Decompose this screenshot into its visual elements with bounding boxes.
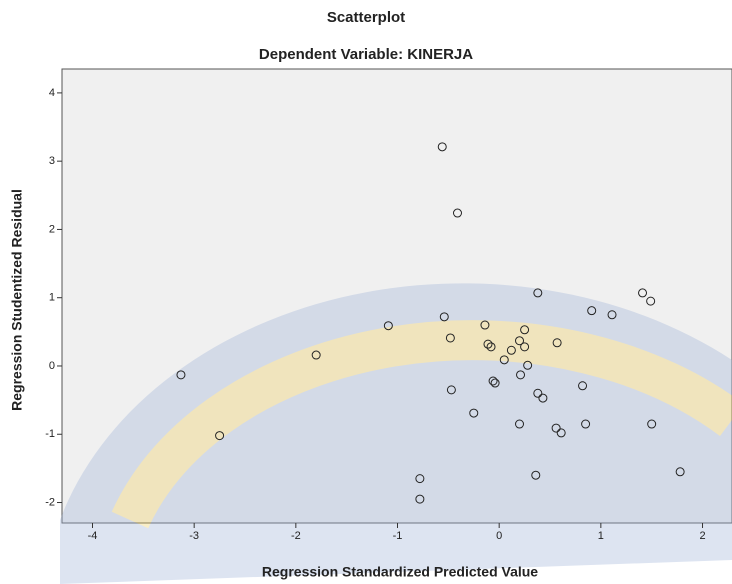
y-tick-label: 4 (49, 87, 55, 99)
y-tick-label: 3 (49, 155, 55, 167)
y-tick-label: -1 (45, 428, 55, 440)
x-tick-label: -4 (88, 530, 98, 542)
x-tick-label: 1 (598, 530, 604, 542)
x-tick-label: -2 (291, 530, 301, 542)
x-tick-label: 2 (699, 530, 705, 542)
y-axis-label: Regression Studentized Residual (9, 189, 25, 411)
y-tick-label: -2 (45, 496, 55, 508)
x-axis-label: Regression Standardized Predicted Value (262, 564, 538, 580)
y-tick-label: 0 (49, 360, 55, 372)
chart: Scatterplot Dependent Variable: KINERJA … (0, 0, 732, 584)
chart-title: Scatterplot (327, 9, 405, 26)
chart-subtitle: Dependent Variable: KINERJA (259, 46, 473, 63)
x-tick-label: -3 (189, 530, 199, 542)
page: Scatterplot Dependent Variable: KINERJA … (0, 0, 732, 584)
x-tick-label: -1 (393, 530, 403, 542)
y-tick-label: 1 (49, 292, 55, 304)
y-tick-label: 2 (49, 223, 55, 235)
x-tick-label: 0 (496, 530, 502, 542)
